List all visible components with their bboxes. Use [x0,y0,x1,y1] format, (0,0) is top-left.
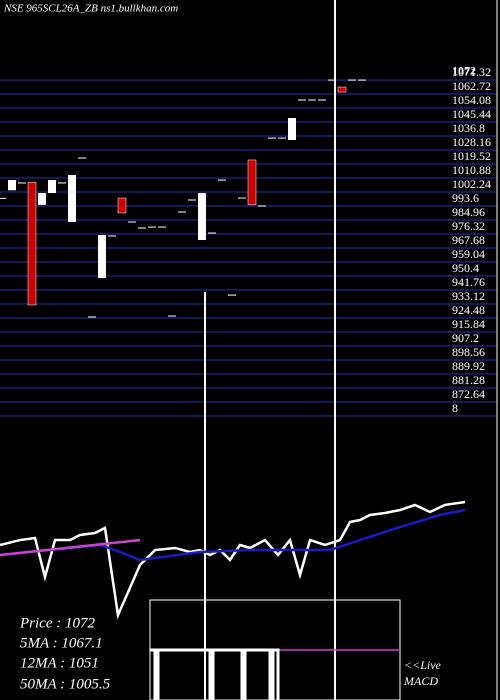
y-tick-label: 1071.32 [452,65,491,79]
y-tick-label: 881.28 [452,373,485,387]
candle [8,180,16,191]
y-tick-label: 872.64 [452,387,485,401]
y-tick-label: 967.68 [452,233,485,247]
y-tick-label: 1010.88 [452,163,491,177]
chart-title: NSE 965SCL26A_ZB ns1.bullkhan.com [3,3,178,15]
candle [337,86,347,93]
stat-5ma: 5MA : 1067.1 [20,635,103,651]
candle [247,159,257,206]
candle [38,193,46,205]
y-tick-label: 959.04 [452,247,485,261]
candle [288,117,296,141]
y-tick-label: 984.96 [452,205,485,219]
y-tick-label: 915.84 [452,317,485,331]
stat-50ma: 50MA : 1005.5 [20,676,111,692]
y-tick-label: 950.4 [452,261,479,275]
last-price-label: 1072 [452,64,476,78]
y-tick-label: 8 [452,401,458,415]
y-tick-label: 941.76 [452,275,485,289]
y-tick-label: 924.48 [452,303,485,317]
live-link[interactable]: <<Live [404,658,442,672]
indicator-line [0,500,466,620]
candle [198,193,206,241]
candle [68,175,76,223]
y-tick-label: 1019.52 [452,149,491,163]
y-tick-label: 907.2 [452,331,479,345]
macd-label: MACD [403,674,438,688]
y-tick-label: 889.92 [452,359,485,373]
macd-line [150,648,280,700]
y-tick-label: 1028.16 [452,135,491,149]
candle [117,197,127,214]
y-tick-label: 1036.8 [452,121,485,135]
candle [98,234,106,279]
y-tick-label: 976.32 [452,219,485,233]
indicator-line [0,538,141,557]
indicator-line [0,508,466,562]
stat-price: Price : 1072 [19,615,95,631]
y-tick-label: 1054.08 [452,93,491,107]
y-tick-label: 1002.24 [452,177,491,191]
y-tick-label: 993.6 [452,191,479,205]
candle [48,180,56,194]
y-tick-label: 933.12 [452,289,485,303]
stat-12ma: 12MA : 1051 [20,655,99,671]
y-tick-label: 898.56 [452,345,485,359]
y-tick-label: 1045.44 [452,107,491,121]
candle [27,181,37,306]
y-tick-label: 1062.72 [452,79,491,93]
